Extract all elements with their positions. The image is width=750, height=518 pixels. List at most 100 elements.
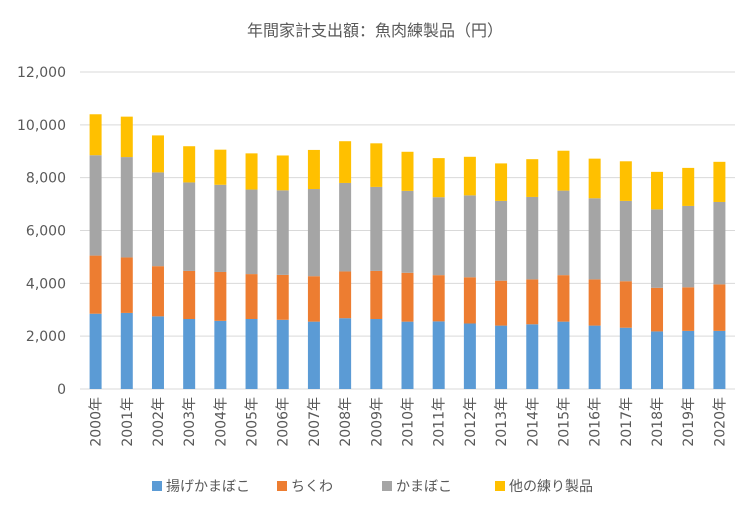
y-tick-label: 4,000 — [26, 276, 66, 292]
bar-segment — [183, 318, 196, 389]
y-tick-label: 6,000 — [26, 224, 66, 240]
bar-segment — [588, 279, 601, 326]
x-tick-label: 2013年 — [494, 397, 510, 447]
legend-label: 他の練り製品 — [509, 479, 593, 495]
legend-label: 揚げかまぼこ — [166, 478, 250, 495]
x-tick-label: 2004年 — [213, 397, 229, 447]
bar-segment — [401, 151, 414, 191]
bar-segment — [307, 149, 320, 190]
bar-segment — [495, 200, 508, 281]
bar-segment — [526, 196, 539, 280]
bar-segment — [307, 321, 320, 389]
bar-segment — [619, 281, 632, 328]
x-tick-label: 2003年 — [182, 397, 198, 447]
bar-segment — [495, 280, 508, 326]
legend: 揚げかまぼこ ちくわ かまぼこ 他の練り製品 — [152, 478, 593, 495]
bar-segment — [339, 271, 352, 319]
bar-segment — [463, 323, 476, 389]
bar-segment — [339, 318, 352, 389]
bar-segment — [214, 271, 227, 321]
bar-segment — [557, 150, 570, 191]
bar-segment — [495, 325, 508, 389]
bar-segment — [245, 274, 258, 319]
bar-segment — [276, 155, 289, 191]
bar-segment — [588, 325, 601, 389]
bar-segment — [432, 321, 445, 389]
bar-segment — [682, 167, 695, 206]
legend-swatch — [277, 481, 287, 491]
x-tick-label: 2000年 — [89, 397, 105, 447]
bar-segment — [495, 163, 508, 201]
bar-segment — [619, 327, 632, 389]
bar-segment — [276, 190, 289, 275]
bar-segment — [370, 143, 383, 187]
x-tick-label: 2001年 — [120, 397, 136, 447]
legend-swatch — [152, 481, 162, 491]
x-tick-label: 2020年 — [712, 397, 728, 447]
bar-segment — [214, 149, 227, 185]
x-tick-label: 2008年 — [338, 397, 354, 447]
bar-segment — [526, 324, 539, 389]
bar-segment — [401, 190, 414, 273]
x-tick-label: 2005年 — [245, 397, 261, 447]
bar-segment — [276, 274, 289, 320]
bar-segment — [151, 172, 164, 267]
bar-segment — [713, 161, 726, 202]
bar-segment — [463, 156, 476, 196]
x-tick-label: 2012年 — [463, 397, 479, 447]
bar-segment — [183, 146, 196, 183]
bar-segment — [432, 158, 445, 198]
x-tick-label: 2015年 — [556, 397, 572, 447]
legend-label: ちくわ — [291, 479, 333, 495]
bar-segment — [245, 189, 258, 275]
x-tick-label: 2018年 — [650, 397, 666, 447]
bar-segment — [89, 155, 102, 256]
bar-segment — [370, 270, 383, 319]
y-tick-label: 12,000 — [17, 65, 66, 81]
bar-segment — [463, 277, 476, 324]
bar-segment — [526, 159, 539, 197]
bar-segment — [619, 200, 632, 282]
bar-segment — [120, 312, 133, 389]
bar-segment — [651, 287, 664, 332]
x-tick-label: 2016年 — [588, 397, 604, 447]
bar-segment — [588, 198, 601, 280]
bar-segment — [432, 275, 445, 322]
bar-segment — [401, 272, 414, 322]
bar-segment — [651, 331, 664, 389]
bar-segment — [682, 287, 695, 331]
bar-segment — [214, 320, 227, 389]
bar-segment — [307, 276, 320, 322]
bar-segment — [307, 189, 320, 277]
chart-title: 年間家計支出額：魚肉練製品（円） — [247, 21, 503, 40]
bar-segment — [339, 182, 352, 272]
bar-segment — [370, 186, 383, 271]
bar-segment — [89, 313, 102, 389]
bar-segment — [245, 318, 258, 389]
x-tick-label: 2009年 — [369, 397, 385, 447]
legend-swatch — [495, 481, 505, 491]
bar-segment — [120, 116, 133, 158]
bar-segment — [276, 319, 289, 389]
bar-segment — [619, 161, 632, 201]
bar-segment — [682, 330, 695, 389]
x-tick-label: 2006年 — [276, 397, 292, 447]
x-axis-tick-labels: 2000年 2001年 2002年 2003年 2004年 2005年 2006年 2007年… — [89, 397, 729, 447]
bar-segment — [651, 209, 664, 288]
bar-segment — [214, 184, 227, 272]
bar-segment — [651, 171, 664, 210]
bar-segment — [526, 279, 539, 325]
bar-segment — [713, 284, 726, 331]
bar-segment — [245, 153, 258, 190]
bar-segment — [682, 205, 695, 288]
bar-segment — [370, 318, 383, 389]
x-tick-label: 2010年 — [401, 397, 417, 447]
bar-segment — [432, 197, 445, 276]
bar-segment — [401, 321, 414, 389]
bar-segment — [557, 321, 570, 389]
bar-segment — [89, 255, 102, 314]
y-tick-label: 2,000 — [26, 329, 66, 345]
x-tick-label: 2017年 — [619, 397, 635, 447]
